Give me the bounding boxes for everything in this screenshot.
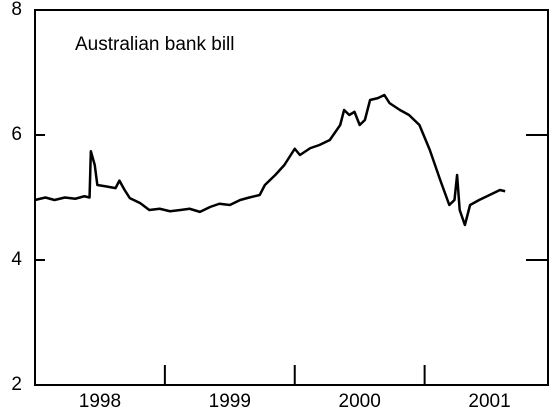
y-tick-label: 8 (11, 0, 22, 20)
y-tick-label: 6 (11, 124, 22, 145)
data-line (34, 93, 506, 227)
x-tick-label: 1999 (209, 391, 251, 412)
plot-frame (34, 9, 549, 386)
y-tick-label: 4 (11, 249, 22, 270)
x-tick-label: 2001 (468, 391, 510, 412)
x-tick-label: 2000 (339, 391, 381, 412)
annotation: Australian bank bill (75, 34, 234, 55)
y-tick-label: 2 (11, 374, 22, 395)
x-tick-label: 1998 (79, 391, 121, 412)
